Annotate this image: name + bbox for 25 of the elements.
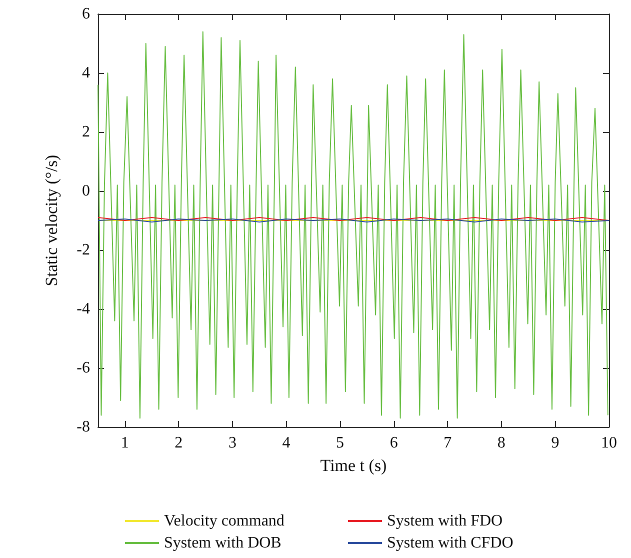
y-tick-label: -4 (76, 300, 90, 318)
x-tick-label: 7 (444, 434, 452, 452)
y-tick-label: -6 (76, 360, 90, 376)
y-tick-label: 6 (82, 6, 90, 22)
legend-label: System with FDO (387, 512, 503, 530)
x-tick-label: 2 (174, 434, 183, 452)
y-tick-label: -8 (76, 418, 90, 436)
x-axis-title: Time t (s) (320, 456, 387, 475)
x-tick-label: 10 (601, 434, 617, 452)
x-tick-label: 1 (120, 434, 129, 452)
legend-label: System with CFDO (387, 534, 514, 552)
legend-label: System with DOB (164, 534, 282, 552)
y-tick-label: 2 (82, 124, 90, 140)
y-tick-label: 0 (82, 182, 90, 200)
y-axis-title: Static velocity (°/s) (42, 154, 61, 286)
y-tick-label: -2 (76, 242, 90, 258)
y-tick-label: 4 (82, 64, 90, 82)
legend-label: Velocity command (164, 512, 284, 530)
x-tick-label: 8 (497, 434, 506, 452)
x-tick-label: 4 (282, 434, 290, 452)
line-series (98, 31, 608, 419)
x-tick-label: 9 (551, 434, 560, 452)
x-tick-label: 6 (390, 434, 398, 452)
x-tick-label: 3 (228, 434, 236, 452)
x-tick-label: 5 (336, 434, 344, 452)
